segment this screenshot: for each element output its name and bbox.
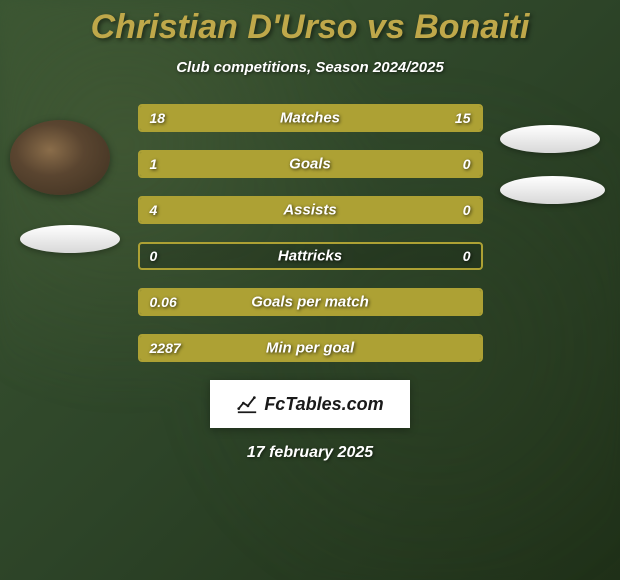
- player-avatar-left: [10, 120, 110, 195]
- stat-row: 0 Hattricks 0: [138, 242, 483, 270]
- stat-value-right: 0: [463, 248, 471, 264]
- content-container: Christian D'Urso vs Bonaiti Club competi…: [0, 0, 620, 580]
- stat-label: Min per goal: [266, 340, 354, 357]
- logo-text: FcTables.com: [264, 394, 383, 415]
- comparison-bars: 18 Matches 15 1 Goals 0 4 Assists 0 0 Ha…: [138, 104, 483, 362]
- badge-ellipse-left: [20, 225, 120, 253]
- stat-value-left: 0: [150, 248, 158, 264]
- stat-row: 4 Assists 0: [138, 196, 483, 224]
- stat-bar-left: [140, 198, 406, 222]
- stat-label: Assists: [283, 202, 336, 219]
- badge-ellipse-right-2: [500, 176, 605, 204]
- badge-ellipse-right-1: [500, 125, 600, 153]
- page-title: Christian D'Urso vs Bonaiti: [91, 8, 530, 47]
- date-text: 17 february 2025: [247, 444, 373, 462]
- stat-value-left: 2287: [150, 340, 181, 356]
- stat-bar-left: [140, 152, 406, 176]
- chart-icon: [236, 393, 258, 415]
- stat-bar-left: [140, 106, 406, 130]
- stat-row: 1 Goals 0: [138, 150, 483, 178]
- stat-value-right: 15: [455, 110, 471, 126]
- stat-row: 0.06 Goals per match: [138, 288, 483, 316]
- logo-box[interactable]: FcTables.com: [210, 380, 410, 428]
- stat-label: Hattricks: [278, 248, 342, 265]
- stat-row: 18 Matches 15: [138, 104, 483, 132]
- stat-value-right: 0: [463, 156, 471, 172]
- stat-label: Matches: [280, 110, 340, 127]
- stat-value-left: 4: [150, 202, 158, 218]
- stat-value-left: 0.06: [150, 294, 177, 310]
- stat-label: Goals per match: [251, 294, 369, 311]
- stat-label: Goals: [289, 156, 331, 173]
- stat-row: 2287 Min per goal: [138, 334, 483, 362]
- stat-value-left: 18: [150, 110, 166, 126]
- stat-value-right: 0: [463, 202, 471, 218]
- stat-value-left: 1: [150, 156, 158, 172]
- subtitle: Club competitions, Season 2024/2025: [176, 59, 444, 76]
